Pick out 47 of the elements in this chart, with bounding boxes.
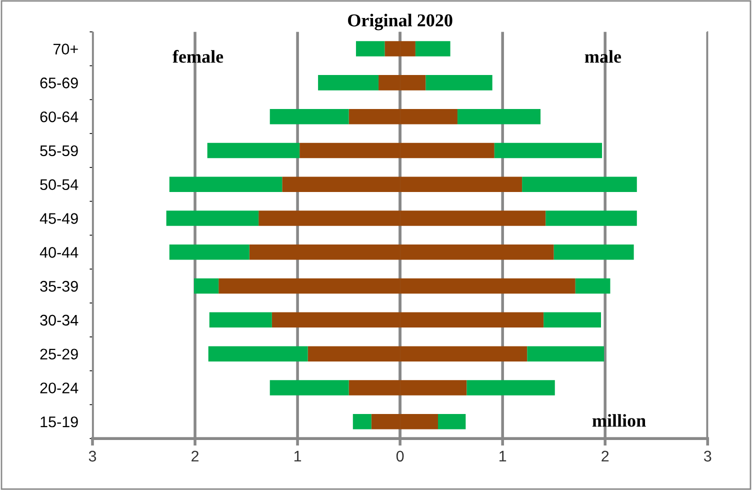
x-tick-label: 3 — [704, 450, 712, 462]
bar — [457, 108, 541, 124]
bar — [318, 75, 379, 90]
bar — [208, 346, 308, 362]
bar — [169, 244, 250, 260]
bar — [575, 278, 610, 294]
bar — [207, 142, 300, 158]
annotation: million — [592, 414, 646, 427]
annotation: female — [172, 50, 224, 63]
y-tick-label: 35-39 — [40, 280, 78, 292]
x-tick-label: 1 — [294, 450, 302, 462]
annotation: male — [584, 50, 622, 63]
y-tick-label: 25-29 — [40, 348, 78, 360]
bar — [554, 244, 634, 260]
bar — [166, 210, 259, 226]
y-tick-label: 50-54 — [40, 179, 78, 190]
bar — [356, 41, 385, 56]
x-tick-label: 2 — [192, 450, 198, 462]
bar — [466, 380, 555, 396]
bar — [426, 75, 492, 90]
bar — [494, 142, 602, 158]
x-tick-label: 2 — [602, 450, 609, 462]
y-tick-label: 65-69 — [40, 78, 78, 88]
x-tick-label: 0 — [396, 450, 404, 462]
bar — [415, 41, 450, 56]
bar — [546, 210, 637, 226]
y-tick-label: 70+ — [53, 44, 78, 54]
y-tick-label: 20-24 — [40, 382, 78, 394]
y-tick-label: 60-64 — [40, 111, 78, 122]
y-tick-label: 15-19 — [40, 416, 78, 428]
bar — [527, 346, 604, 362]
bar — [169, 176, 282, 192]
bar — [522, 176, 637, 192]
bar — [270, 108, 349, 124]
bar — [438, 414, 466, 430]
x-tick-label: 1 — [500, 450, 506, 462]
bar — [194, 278, 219, 294]
bar — [209, 312, 272, 328]
y-tick-label: 40-44 — [40, 247, 78, 258]
y-tick-label: 45-49 — [40, 213, 78, 224]
y-tick-label: 30-34 — [40, 314, 78, 326]
chart-title: Original 2020 — [348, 14, 452, 30]
y-tick-label: 55-59 — [40, 145, 78, 156]
bar — [544, 312, 602, 328]
x-tick-label: 3 — [88, 450, 96, 462]
bar — [270, 380, 349, 396]
bar — [352, 414, 372, 430]
